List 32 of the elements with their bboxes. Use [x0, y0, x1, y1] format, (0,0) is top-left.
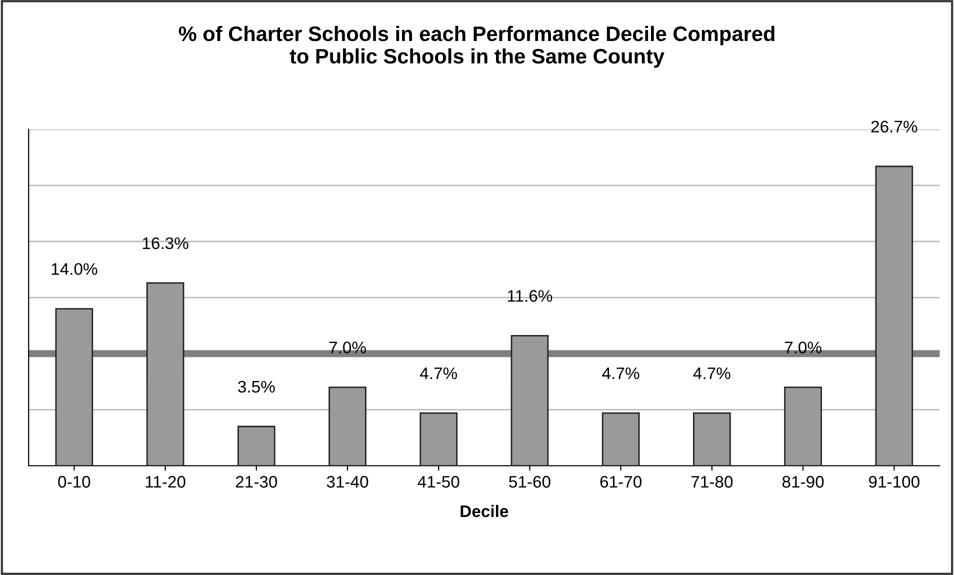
bar — [146, 282, 184, 466]
bar — [328, 386, 366, 466]
data-label: 26.7% — [871, 120, 918, 133]
data-label: 7.0% — [784, 342, 822, 354]
bar — [875, 166, 914, 466]
x-tick-label: 71-80 — [691, 476, 733, 488]
x-tick-label: 11-20 — [146, 476, 186, 488]
bar — [237, 426, 276, 466]
x-tick-label: 91-100 — [868, 476, 920, 488]
bar — [510, 334, 549, 466]
data-label: 7.0% — [329, 342, 366, 354]
x-tick-label: 31-40 — [326, 476, 368, 488]
x-tick-label: 41-50 — [418, 476, 460, 488]
bar — [693, 412, 731, 466]
x-axis-title: Decile — [460, 504, 508, 518]
x-tick-label: 61-70 — [600, 476, 642, 488]
x-tick-label: 81-90 — [782, 476, 824, 488]
x-tick-label: 0-10 — [58, 476, 90, 488]
x-tick-label: 51-60 — [509, 476, 550, 488]
data-label: 4.7% — [602, 367, 640, 380]
bar — [420, 412, 458, 466]
data-label: 3.5% — [238, 380, 275, 393]
data-label: 14.0% — [52, 263, 98, 275]
data-label: 4.7% — [693, 367, 730, 380]
data-label: 4.7% — [420, 367, 458, 380]
bar — [55, 308, 94, 466]
x-tick-label: 21-30 — [236, 476, 278, 488]
bar — [602, 412, 640, 466]
data-label: 11.6% — [508, 290, 552, 302]
data-label: 16.3% — [142, 237, 188, 250]
chart-title: % of Charter Schools in each Performance Decile Compared to Public Schools in the Same County — [178, 26, 774, 68]
bar — [784, 386, 822, 466]
